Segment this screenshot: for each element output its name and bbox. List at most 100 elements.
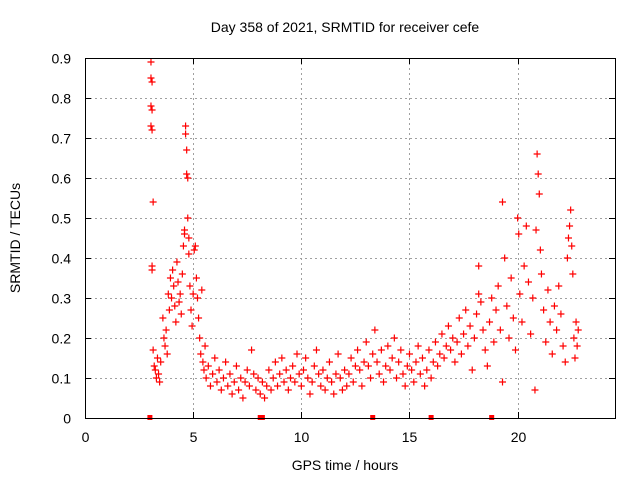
data-point xyxy=(421,382,429,390)
x-axis-label: GPS time / hours xyxy=(292,457,399,473)
data-point xyxy=(209,370,217,378)
data-point xyxy=(171,302,179,310)
data-point xyxy=(388,354,396,362)
data-point xyxy=(185,250,193,258)
data-point xyxy=(455,314,463,322)
data-point xyxy=(192,274,200,282)
data-point xyxy=(570,334,578,342)
data-point xyxy=(564,234,572,242)
data-point xyxy=(172,318,180,326)
data-point xyxy=(509,314,517,322)
data-point xyxy=(188,322,196,330)
data-point xyxy=(261,394,269,402)
data-point xyxy=(265,366,273,374)
data-point xyxy=(505,334,513,342)
data-point xyxy=(152,374,160,382)
data-point xyxy=(481,346,489,354)
data-point xyxy=(479,326,487,334)
data-point xyxy=(147,58,155,66)
data-point xyxy=(358,382,366,390)
data-point xyxy=(507,274,515,282)
data-point xyxy=(293,350,301,358)
data-point xyxy=(182,130,190,138)
data-point xyxy=(201,342,209,350)
data-point xyxy=(477,298,485,306)
data-point xyxy=(466,322,474,330)
data-point xyxy=(148,266,156,274)
data-point xyxy=(196,334,204,342)
x-tick-label: 10 xyxy=(294,429,310,445)
data-point xyxy=(232,362,240,370)
data-point xyxy=(557,310,565,318)
data-point xyxy=(151,366,159,374)
data-point xyxy=(356,366,364,374)
data-point xyxy=(563,254,571,262)
data-point xyxy=(175,298,183,306)
data-points xyxy=(147,58,582,402)
data-point xyxy=(165,306,173,314)
data-point xyxy=(460,330,468,338)
data-point xyxy=(568,242,576,250)
data-point xyxy=(282,366,290,374)
data-point xyxy=(183,170,191,178)
data-point xyxy=(410,378,418,386)
data-point xyxy=(544,286,552,294)
data-point xyxy=(522,222,530,230)
data-point xyxy=(269,374,277,382)
y-tick-label: 0.7 xyxy=(52,131,72,147)
data-point xyxy=(514,214,522,222)
data-point xyxy=(258,378,266,386)
data-point xyxy=(566,222,574,230)
data-point xyxy=(503,302,511,310)
data-point xyxy=(416,370,424,378)
data-point xyxy=(453,338,461,346)
data-point xyxy=(213,378,221,386)
y-tick-label: 0.5 xyxy=(52,211,72,227)
data-point xyxy=(184,174,192,182)
data-point xyxy=(431,338,439,346)
data-point xyxy=(200,366,208,374)
data-point xyxy=(520,262,528,270)
data-point xyxy=(147,102,155,110)
data-point xyxy=(185,234,193,242)
data-point xyxy=(362,338,370,346)
data-point xyxy=(173,258,181,266)
data-point xyxy=(380,378,388,386)
data-point xyxy=(321,386,329,394)
data-point xyxy=(204,362,212,370)
data-point xyxy=(153,354,161,362)
data-point xyxy=(226,370,234,378)
data-point xyxy=(193,294,201,302)
data-point xyxy=(189,290,197,298)
y-tick-label: 0.1 xyxy=(52,371,72,387)
baseline-marker xyxy=(489,415,495,420)
data-point xyxy=(464,342,472,350)
baseline-marker xyxy=(259,415,265,420)
data-point xyxy=(315,370,323,378)
data-point xyxy=(438,330,446,338)
data-point xyxy=(162,326,170,334)
data-point xyxy=(371,326,379,334)
data-point xyxy=(206,382,214,390)
data-point xyxy=(297,382,305,390)
data-point xyxy=(536,246,544,254)
data-point xyxy=(542,338,550,346)
data-point xyxy=(527,330,535,338)
data-point xyxy=(537,270,545,278)
data-point xyxy=(156,378,164,386)
x-axis-ticks: 0 5 10 15 20 xyxy=(82,58,526,445)
data-point xyxy=(501,254,509,262)
data-point xyxy=(243,366,251,374)
data-point xyxy=(150,362,158,370)
data-point xyxy=(271,358,279,366)
data-point xyxy=(573,342,581,350)
data-point xyxy=(184,214,192,222)
y-tick-label: 0.3 xyxy=(52,291,72,307)
data-point xyxy=(393,374,401,382)
y-tick-label: 0.8 xyxy=(52,91,72,107)
data-point xyxy=(280,378,288,386)
data-point xyxy=(224,382,232,390)
data-point xyxy=(405,350,413,358)
data-point xyxy=(252,386,260,394)
